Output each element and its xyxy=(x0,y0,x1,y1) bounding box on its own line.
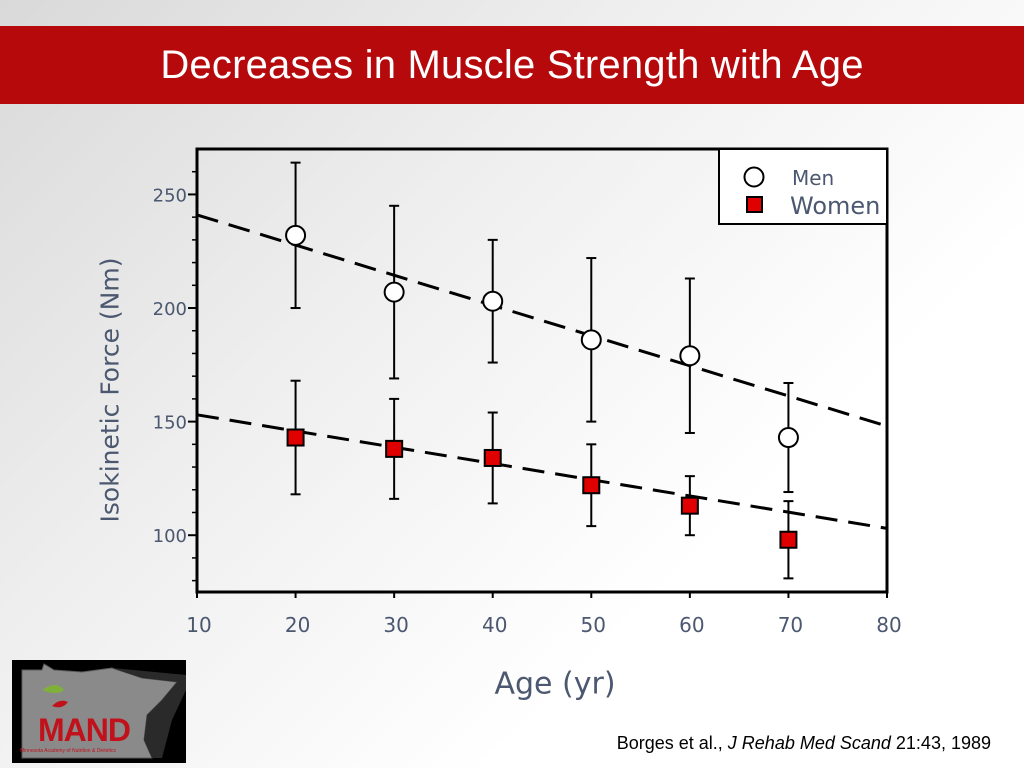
x-tick-label: 60 xyxy=(679,613,704,637)
x-tick-label: 40 xyxy=(482,613,507,637)
logo-text: MAND xyxy=(38,712,131,748)
women-data-point xyxy=(779,530,798,549)
women-data-point xyxy=(582,476,601,495)
x-tick-label: 70 xyxy=(778,613,803,637)
women-trend-line xyxy=(196,413,888,530)
legend-women-marker xyxy=(746,196,763,213)
citation: Borges et al., J Rehab Med Scand 21:43, … xyxy=(617,733,991,754)
x-axis-label: Age (yr) xyxy=(494,666,616,702)
x-tick-label: 50 xyxy=(581,613,606,637)
minnesota-map-icon xyxy=(21,663,186,759)
mand-logo xyxy=(12,660,186,763)
men-data-point xyxy=(777,427,799,449)
x-tick-label: 10 xyxy=(186,613,211,637)
women-data-point xyxy=(483,448,502,467)
men-data-point xyxy=(482,290,504,312)
x-tick-label: 30 xyxy=(383,613,408,637)
men-data-point xyxy=(285,224,307,246)
women-data-point xyxy=(286,428,305,447)
citation-authors: Borges et al., xyxy=(616,733,728,753)
legend-men-marker xyxy=(743,166,765,188)
women-data-point xyxy=(680,496,699,515)
leaf-icon xyxy=(42,685,64,693)
slide-title: Decreases in Muscle Strength with Age xyxy=(160,42,864,87)
men-data-point xyxy=(383,281,405,303)
men-trend-line xyxy=(196,213,888,428)
title-bar: Decreases in Muscle Strength with Age xyxy=(0,26,1024,104)
y-tick-label: 150 xyxy=(153,413,187,434)
y-axis-label: Isokinetic Force (Nm) xyxy=(95,257,125,523)
men-data-point xyxy=(679,345,701,367)
y-tick-label: 250 xyxy=(153,185,187,206)
plot-frame xyxy=(195,147,889,594)
legend-women-label: Women xyxy=(790,192,880,220)
x-tick-label: 80 xyxy=(876,613,901,637)
women-data-point xyxy=(385,439,404,458)
citation-details: 21:43, 1989 xyxy=(890,733,991,753)
citation-journal: J Rehab Med Scand xyxy=(727,733,891,753)
y-tick-label: 100 xyxy=(153,526,187,547)
logo-subtitle: Minnesota Academy of Nutrition & Dieteti… xyxy=(20,748,116,754)
men-data-point xyxy=(580,329,602,351)
legend-men-label: Men xyxy=(792,166,834,190)
x-tick-label: 20 xyxy=(285,613,310,637)
y-tick-label: 200 xyxy=(153,299,187,320)
